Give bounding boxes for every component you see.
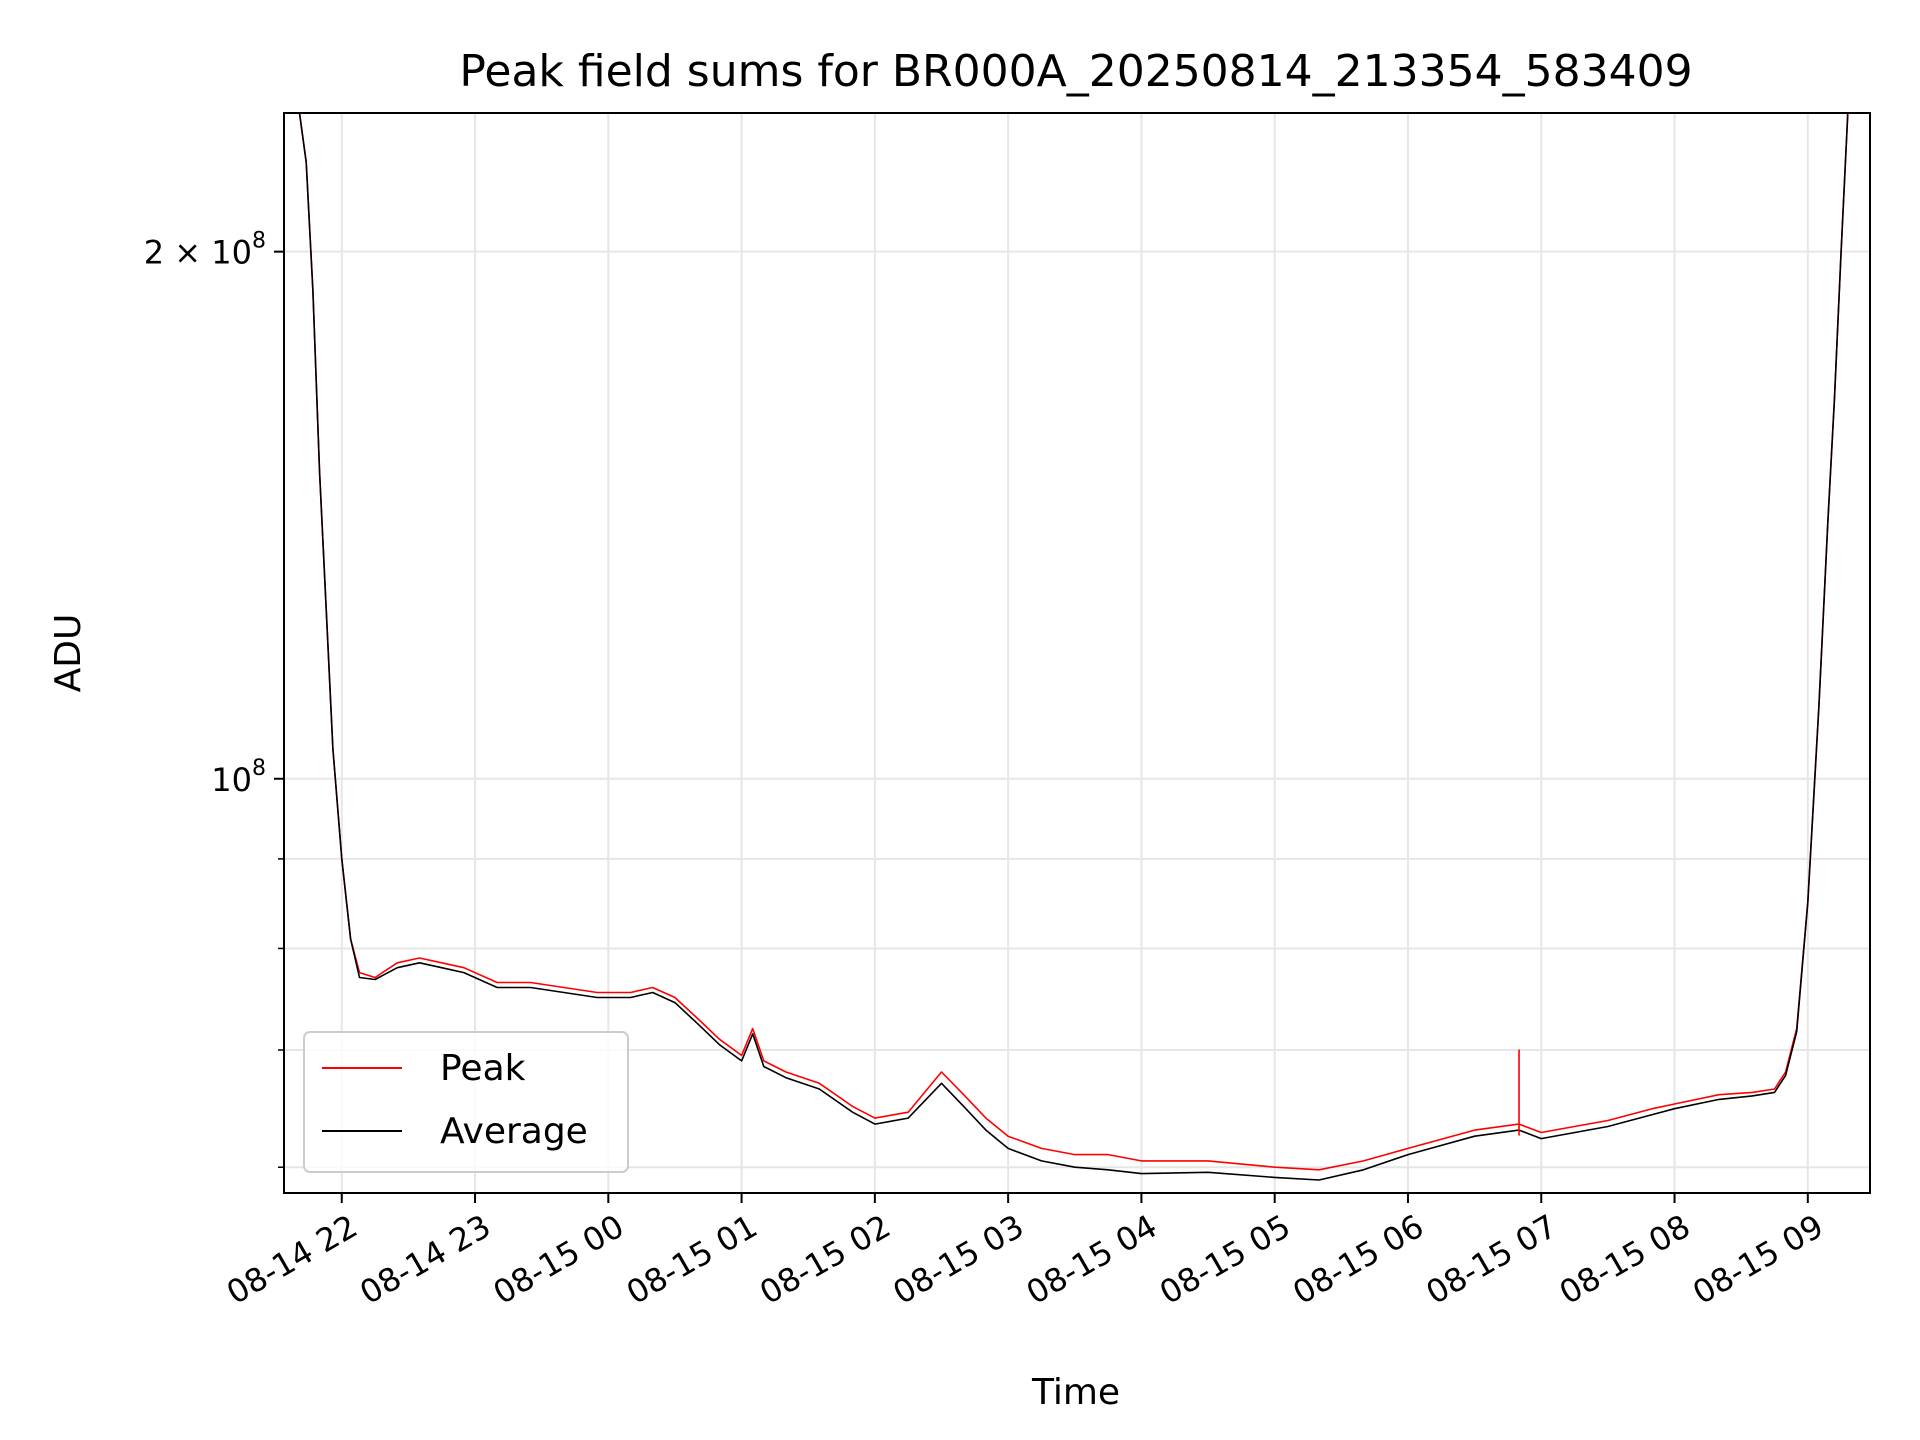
legend-peak-label: Peak [440, 1048, 526, 1089]
y-axis: 108 2 × 108 [144, 229, 284, 1168]
series-line-average [298, 113, 1849, 1181]
x-tick-label: 08-14 23 [353, 1207, 497, 1312]
chart-title: Peak field sums for BR000A_20250814_2133… [459, 46, 1692, 97]
x-tick-label: 08-15 00 [487, 1207, 631, 1312]
y-tick-label: 2 × 108 [144, 229, 266, 272]
legend-average-label: Average [440, 1111, 588, 1152]
x-tick-label: 08-15 05 [1153, 1207, 1297, 1312]
x-tick-label: 08-15 01 [620, 1207, 764, 1312]
x-tick-label: 08-15 03 [887, 1207, 1031, 1312]
y-tick-label: 108 [211, 756, 266, 799]
plot-frame [283, 112, 1871, 1194]
series-line-peak [298, 113, 1849, 1171]
grid [284, 113, 1870, 1193]
x-tick-label: 08-15 08 [1553, 1207, 1697, 1312]
x-axis-label: Time [1031, 1372, 1120, 1413]
plot-lines [298, 113, 1849, 1181]
y-axis-label: ADU [48, 614, 89, 693]
x-tick-label: 08-15 04 [1020, 1207, 1164, 1312]
x-tick-label: 08-15 06 [1286, 1207, 1430, 1312]
x-tick-label: 08-15 02 [753, 1207, 897, 1312]
x-tick-label: 08-15 09 [1686, 1207, 1830, 1312]
x-tick-label: 08-15 07 [1420, 1207, 1564, 1312]
x-tick-label: 08-14 22 [220, 1207, 364, 1312]
legend: Peak Average [303, 1031, 629, 1173]
